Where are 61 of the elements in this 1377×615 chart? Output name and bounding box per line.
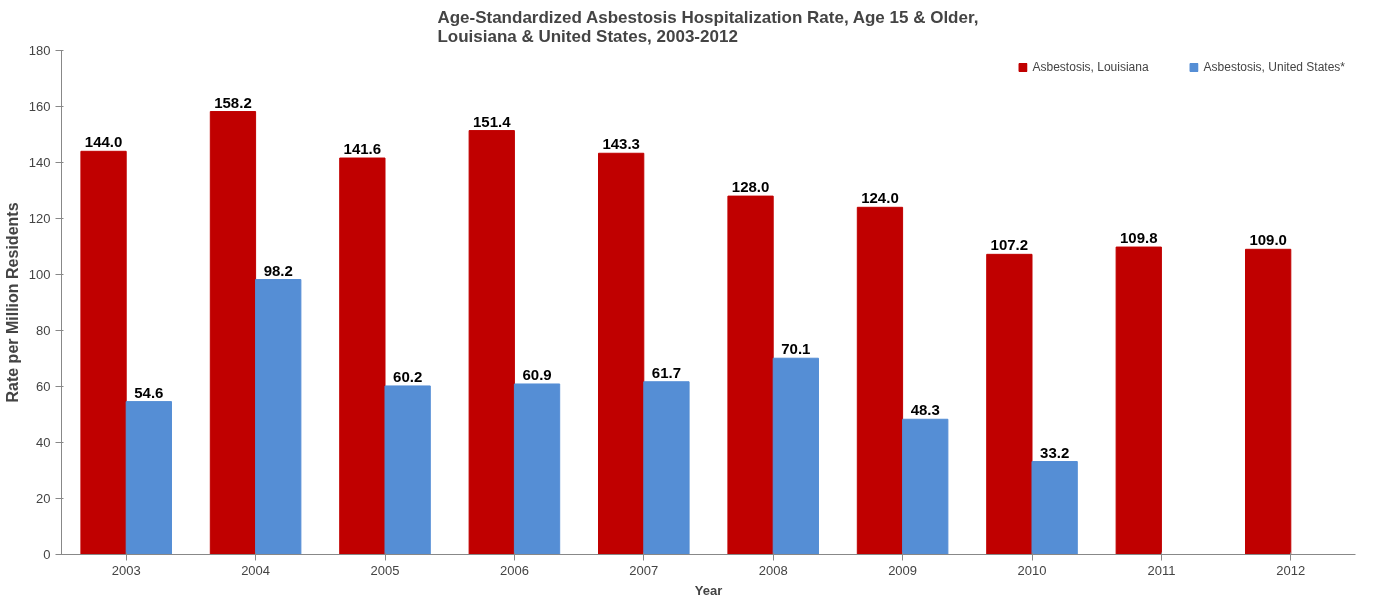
bar <box>255 279 302 555</box>
bar <box>125 401 172 555</box>
data-label: 48.3 <box>910 401 940 419</box>
bar <box>513 383 561 555</box>
data-label: 61.7 <box>651 363 682 381</box>
bar <box>856 206 904 555</box>
bar <box>902 418 949 555</box>
data-label: 141.6 <box>343 140 382 158</box>
bar <box>727 195 774 555</box>
data-label: 128.0 <box>731 178 770 196</box>
bar <box>80 150 127 555</box>
x-tick-label: 2004 <box>241 562 271 578</box>
data-label: 54.6 <box>134 383 164 401</box>
y-tick-label: 0 <box>43 547 51 562</box>
y-axis-title: Rate per Million Residents <box>3 202 21 403</box>
data-label: 143.3 <box>602 135 640 153</box>
x-tick-label: 2003 <box>111 562 141 578</box>
bar <box>1245 248 1292 555</box>
bar <box>384 385 431 555</box>
bar <box>468 130 515 555</box>
bar <box>986 253 1033 555</box>
y-tick-label: 180 <box>28 43 51 58</box>
data-label: 107.2 <box>990 236 1029 254</box>
y-tick-label: 160 <box>28 99 51 114</box>
data-label: 60.9 <box>522 365 552 383</box>
data-label: 98.2 <box>263 261 293 279</box>
x-axis-title: Year <box>694 582 723 598</box>
data-label: 109.8 <box>1119 229 1158 247</box>
legend-label: Asbestosis, Louisiana <box>1032 60 1149 74</box>
y-tick-label: 40 <box>36 435 51 450</box>
bar <box>339 157 386 555</box>
data-label: 151.4 <box>472 112 512 130</box>
bar <box>1031 461 1078 555</box>
data-label: 158.2 <box>214 93 252 111</box>
x-tick-label: 2009 <box>888 562 918 578</box>
x-tick-label: 2012 <box>1276 562 1306 578</box>
x-tick-label: 2008 <box>758 562 788 578</box>
y-tick-label: 80 <box>36 323 51 338</box>
data-label: 60.2 <box>393 367 423 385</box>
x-tick-label: 2007 <box>629 562 659 578</box>
bar <box>598 152 645 555</box>
legend-label: Asbestosis, United States* <box>1203 60 1345 74</box>
bar <box>772 357 819 555</box>
y-tick-label: 100 <box>28 267 51 282</box>
bar <box>643 381 690 555</box>
x-tick-label: 2010 <box>1017 562 1047 578</box>
chart-title: Age-Standardized Asbestosis Hospitalization Rate, Age 15 & Older, Louisiana & United States, 2003-2012 <box>437 7 979 46</box>
data-label: 109.0 <box>1249 231 1287 249</box>
y-tick-label: 60 <box>36 379 51 394</box>
y-tick-label: 20 <box>36 491 51 506</box>
x-tick-label: 2005 <box>370 562 400 578</box>
y-tick-label: 120 <box>28 211 51 226</box>
data-label: 33.2 <box>1040 443 1070 461</box>
x-tick-label: 2011 <box>1147 562 1176 578</box>
y-tick-label: 140 <box>28 155 51 170</box>
x-tick-label: 2006 <box>499 562 529 578</box>
data-label: 70.1 <box>781 340 811 358</box>
bar <box>209 111 257 555</box>
bar <box>1115 246 1162 555</box>
data-label: 124.0 <box>861 189 899 207</box>
data-label: 144.0 <box>84 133 123 151</box>
